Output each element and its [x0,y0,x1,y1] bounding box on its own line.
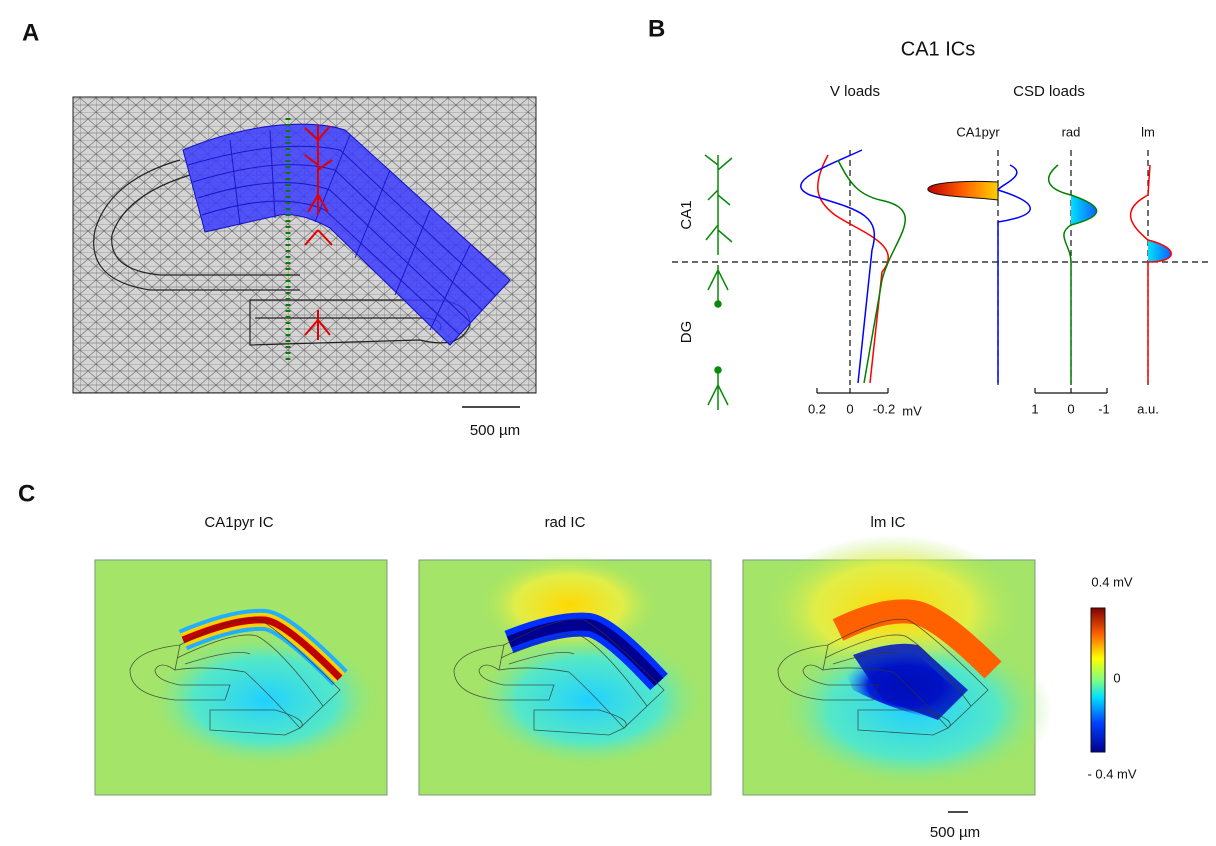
tick-label: 0 [1067,401,1074,416]
colorbar-label: 0 [1113,670,1120,685]
colorbar-label: 0.4 mV [1091,574,1133,589]
unit-label: a.u. [1137,401,1159,416]
tick-label: 1 [1031,401,1038,416]
scale-label: 500 µm [470,422,520,439]
column-title: lm [1141,124,1155,139]
map [419,555,711,795]
map [743,535,1053,795]
csd-curve [998,165,1030,383]
layer-label: CA1 [678,200,695,229]
tick-label: -1 [1098,401,1110,416]
map-title: rad IC [545,514,586,531]
neuron-icons [705,155,732,410]
map-title: CA1pyr IC [204,514,273,531]
section-title: V loads [830,83,880,100]
v-load-curves [801,150,905,383]
layer-label: DG [678,321,695,344]
map [95,560,387,795]
tick-label: 0 [846,401,853,416]
panel-label: A [22,19,39,46]
scale-label: 500 µm [930,824,980,841]
csd-curve [1131,165,1172,383]
axes [817,388,1107,393]
unit-label: mV [902,403,922,418]
panel-label: B [648,15,665,42]
colorbar-label: - 0.4 mV [1087,766,1136,781]
column-title: rad [1062,124,1081,139]
section-title: CSD loads [1013,83,1085,100]
colorbar [1091,608,1105,752]
column-title: CA1pyr [956,124,1000,139]
csd-source [928,181,998,200]
figure: A 500 µm B CA1 ICs V loads CSD loads CA1… [0,0,1216,846]
tick-label: 0.2 [808,401,826,416]
panel-title: CA1 ICs [901,38,975,60]
tick-label: -0.2 [873,401,895,416]
panel-label: C [18,480,35,507]
map-title: lm IC [871,514,906,531]
